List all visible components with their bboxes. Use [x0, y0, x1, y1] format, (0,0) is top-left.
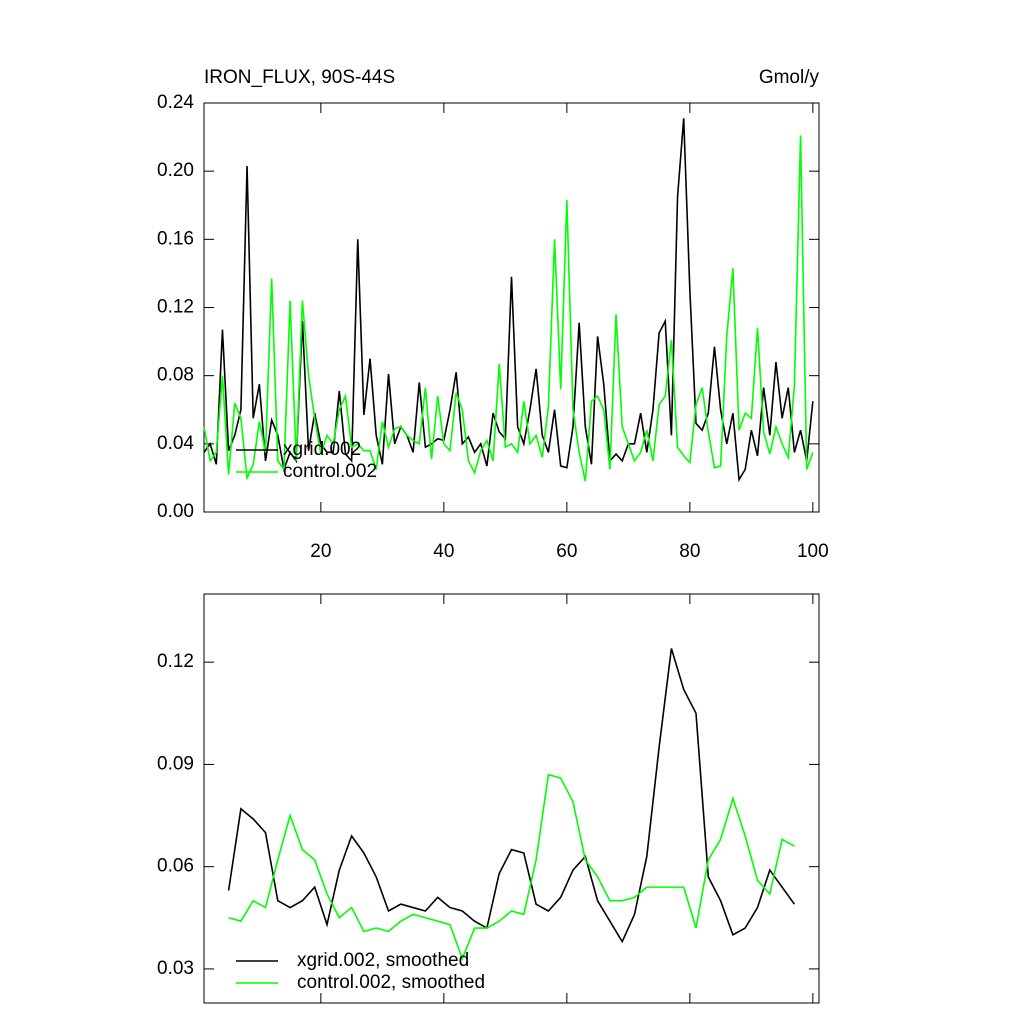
data-line	[203, 135, 814, 482]
y-tick-label: 0.08	[157, 365, 194, 386]
y-tick-label: 0.12	[157, 651, 194, 672]
y-tick-label: 0.03	[157, 958, 194, 979]
units-label: Gmol/y	[759, 67, 820, 88]
legend-label: control.002	[283, 461, 377, 482]
y-tick-label: 0.09	[157, 753, 194, 774]
legend-label: xgrid.002	[283, 439, 361, 460]
y-tick-label: 0.04	[157, 433, 194, 454]
legend-label: xgrid.002, smoothed	[297, 950, 469, 971]
x-tick-label: 60	[556, 541, 577, 562]
y-tick-label: 0.06	[157, 856, 194, 877]
plot-frame	[203, 593, 820, 1004]
data-line	[227, 648, 796, 944]
x-tick-label: 80	[679, 541, 700, 562]
legend-label: control.002, smoothed	[297, 972, 485, 993]
x-tick-label: 100	[797, 541, 829, 562]
y-tick-label: 0.24	[157, 92, 194, 113]
y-tick-label: 0.12	[157, 297, 194, 318]
data-line	[228, 773, 795, 961]
data-line	[203, 118, 814, 483]
chart-title: IRON_FLUX, 90S-44S	[204, 67, 395, 88]
y-tick-label: 0.20	[157, 160, 194, 181]
x-tick-label: 20	[310, 541, 331, 562]
x-tick-label: 40	[433, 541, 454, 562]
y-tick-label: 0.16	[157, 228, 194, 249]
y-tick-label: 0.00	[157, 501, 194, 522]
